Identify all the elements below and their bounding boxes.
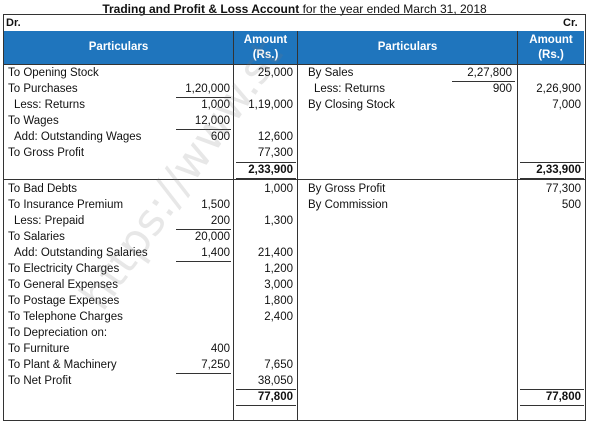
- list-item-sub: 1,20,000: [185, 83, 230, 95]
- statement-title: Trading and Profit & Loss Account for th…: [0, 2, 589, 16]
- header-particulars-right: Particulars: [298, 31, 517, 64]
- pl-total-right: 77,800: [545, 391, 581, 403]
- total-rule-bottom: [236, 178, 296, 179]
- list-item-label: To Gross Profit: [8, 147, 85, 159]
- col-divider-3: [517, 31, 518, 420]
- list-item-label: Less: Prepaid: [14, 215, 85, 227]
- list-item-label: To Telephone Charges: [8, 311, 123, 323]
- list-item-amount: 7,650: [264, 359, 293, 371]
- list-item-sub: 7,250: [201, 359, 230, 371]
- list-item-amount: 2,400: [264, 311, 293, 323]
- total-rule-bottom: [236, 405, 296, 406]
- total-rule-top: [236, 389, 296, 390]
- section-divider: [3, 179, 586, 180]
- frame-left: [3, 14, 4, 421]
- frame-bottom: [3, 420, 586, 421]
- list-item-sub: 400: [210, 343, 230, 355]
- trading-total-right: 2,33,900: [536, 164, 581, 176]
- list-item-sub: 1,000: [201, 99, 230, 111]
- list-item-amount: 500: [561, 199, 581, 211]
- total-rule-top: [520, 162, 584, 163]
- list-item-label: To Postage Expenses: [8, 295, 120, 307]
- header-amount-left: Amount (Rs.): [234, 31, 297, 64]
- total-rule-top: [520, 389, 584, 390]
- subtotal-rule: [176, 129, 231, 130]
- list-item-amount: 1,000: [264, 183, 293, 195]
- list-item-label: Add: Outstanding Wages: [14, 131, 142, 143]
- list-item-amount: 25,000: [257, 67, 293, 79]
- list-item-label: By Closing Stock: [308, 99, 395, 111]
- list-item-sub: 12,000: [194, 115, 230, 127]
- list-item-label: To Salaries: [8, 231, 65, 243]
- list-item-amount: 77,300: [257, 147, 293, 159]
- subtotal-rule: [452, 81, 515, 82]
- header-bottom-rule: [3, 64, 586, 65]
- header-amount-right: Amount (Rs.): [518, 31, 584, 64]
- list-item-amount: 1,300: [264, 215, 293, 227]
- list-item-label: To Plant & Machinery: [8, 359, 117, 371]
- subtotal-rule: [176, 97, 231, 98]
- list-item-label: To Net Profit: [8, 375, 72, 387]
- list-item-label: To General Expenses: [8, 279, 118, 291]
- list-item-sub: 1,400: [201, 247, 230, 259]
- header-particulars-left: Particulars: [4, 31, 233, 64]
- list-item-label: By Gross Profit: [308, 183, 386, 195]
- frame-top: [3, 14, 586, 15]
- list-item-amount: 12,600: [257, 131, 293, 143]
- subtotal-rule: [176, 373, 231, 374]
- col-divider-1: [233, 31, 234, 420]
- list-item-amount: 1,19,000: [248, 99, 293, 111]
- list-item-label: To Wages: [8, 115, 59, 127]
- credit-label: Cr.: [563, 17, 578, 29]
- list-item-label: To Insurance Premium: [8, 199, 124, 211]
- debit-label: Dr.: [6, 17, 21, 29]
- list-item-amount: 3,000: [264, 279, 293, 291]
- list-item-sub: 20,000: [194, 231, 230, 243]
- list-item-amount: 7,000: [552, 99, 581, 111]
- list-item-sub: 900: [492, 83, 512, 95]
- statement-title-period: for the year ended March 31, 2018: [302, 2, 487, 16]
- list-item-sub: 600: [210, 131, 230, 143]
- list-item-amount: 1,200: [264, 263, 293, 275]
- list-item-sub: 200: [210, 215, 230, 227]
- subtotal-rule: [176, 229, 231, 230]
- list-item-label: By Commission: [308, 199, 388, 211]
- subtotal-rule: [176, 261, 231, 262]
- statement-title-bold: Trading and Profit & Loss Account: [102, 2, 300, 16]
- list-item-label: Less: Returns: [14, 99, 85, 111]
- total-rule-top: [236, 162, 296, 163]
- total-rule-bottom: [520, 178, 584, 179]
- list-item-label: By Sales: [308, 67, 354, 79]
- list-item-amount: 77,300: [545, 183, 581, 195]
- frame-right: [585, 14, 586, 421]
- list-item-sub: 1,500: [201, 199, 230, 211]
- list-item-amount: 21,400: [257, 247, 293, 259]
- trading-total-left: 2,33,900: [248, 164, 293, 176]
- list-item-label: Less: Returns: [314, 83, 385, 95]
- list-item-label: To Purchases: [8, 83, 78, 95]
- list-item-label: To Furniture: [8, 343, 70, 355]
- list-item-label: To Bad Debts: [8, 183, 78, 195]
- list-item-amount: 38,050: [257, 375, 293, 387]
- list-item-label: To Electricity Charges: [8, 263, 120, 275]
- list-item-amount: 1,800: [264, 295, 293, 307]
- list-item-label: Add: Outstanding Salaries: [14, 247, 148, 259]
- list-item-label: To Depreciation on:: [8, 327, 108, 339]
- total-rule-bottom: [520, 405, 584, 406]
- list-item-amount: 2,26,900: [536, 83, 581, 95]
- list-item-label: To Opening Stock: [8, 67, 99, 79]
- pl-total-left: 77,800: [257, 391, 293, 403]
- col-divider-2: [297, 31, 298, 420]
- list-item-sub: 2,27,800: [467, 67, 512, 79]
